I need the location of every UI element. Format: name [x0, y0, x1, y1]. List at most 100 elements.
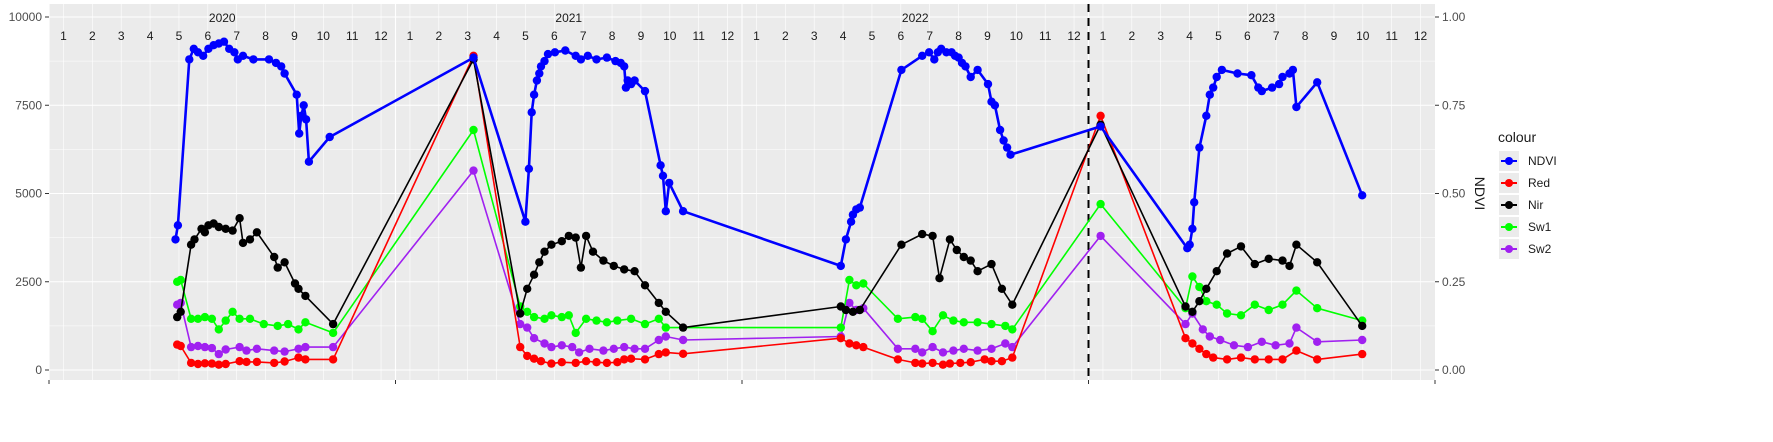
data-point-sw1	[1222, 309, 1232, 318]
data-point-ndvi	[532, 76, 542, 85]
data-point-nir	[897, 240, 906, 249]
data-point-sw2	[1008, 342, 1017, 352]
data-point-sw1	[973, 318, 982, 327]
data-point-ndvi	[550, 48, 560, 57]
data-point-ndvi	[219, 37, 229, 46]
data-point-sw1	[1278, 300, 1287, 309]
data-point-sw2	[1358, 335, 1367, 345]
data-point-ndvi	[966, 72, 975, 82]
data-point-ndvi	[995, 125, 1005, 135]
data-point-nir	[1358, 321, 1367, 331]
data-point-red	[557, 358, 566, 367]
data-point-nir	[599, 256, 608, 265]
data-point-ndvi	[1205, 90, 1215, 99]
data-point-sw2	[987, 344, 996, 353]
month-label: 11	[346, 29, 359, 43]
data-point-red	[852, 341, 861, 350]
data-point-sw1	[1195, 282, 1204, 292]
month-label: 9	[638, 29, 645, 43]
month-label: 5	[869, 29, 876, 43]
data-point-red	[547, 359, 556, 368]
data-point-sw2	[1096, 231, 1105, 241]
data-point-sw1	[235, 314, 244, 323]
data-point-red	[1264, 355, 1273, 364]
month-label: 6	[204, 29, 211, 43]
data-point-sw1	[523, 307, 532, 316]
data-point-sw1	[1292, 286, 1301, 295]
data-point-sw1	[1212, 300, 1221, 309]
month-label: 11	[692, 29, 705, 43]
data-point-red	[678, 349, 688, 358]
data-point-sw2	[1243, 342, 1253, 352]
data-point-sw2	[568, 342, 577, 352]
data-point-sw2	[221, 345, 230, 354]
series-red	[173, 51, 1367, 369]
data-point-nir	[270, 252, 279, 262]
legend-label: Sw2	[1528, 242, 1552, 256]
data-point-ndvi	[665, 178, 674, 188]
data-point-sw2	[557, 341, 566, 350]
y2-axis-title: NDVI	[1472, 177, 1488, 210]
legend-key-point	[1505, 157, 1513, 165]
data-point-sw2	[661, 332, 670, 341]
data-point-sw1	[200, 312, 210, 322]
data-point-nir	[973, 267, 982, 276]
data-point-ndvi	[658, 171, 668, 180]
data-point-red	[654, 349, 663, 359]
data-point-nir	[252, 228, 262, 237]
data-point-nir	[1202, 284, 1211, 293]
data-point-ndvi	[1217, 65, 1227, 75]
data-point-ndvi	[620, 62, 629, 71]
data-point-ndvi	[897, 65, 906, 75]
data-point-ndvi	[1209, 83, 1218, 92]
data-point-sw1	[654, 314, 663, 323]
data-point-red	[602, 358, 612, 368]
data-point-ndvi	[602, 53, 612, 62]
data-point-ndvi	[592, 55, 601, 64]
data-point-ndvi	[918, 51, 927, 60]
data-point-red	[516, 342, 525, 352]
month-label: 6	[897, 29, 904, 43]
data-point-sw2	[911, 344, 920, 353]
data-point-nir	[966, 256, 975, 265]
data-point-sw1	[918, 314, 927, 323]
data-point-red	[893, 355, 903, 364]
data-point-ndvi	[524, 164, 534, 173]
y-tick-label: 2500	[15, 275, 42, 289]
data-point-nir	[245, 235, 255, 244]
data-point-red	[956, 358, 965, 368]
data-point-sw1	[581, 314, 591, 323]
month-label: 4	[147, 29, 154, 43]
data-point-sw2	[540, 339, 549, 348]
data-point-nir	[678, 323, 688, 332]
month-label: 1	[407, 29, 414, 43]
data-point-sw2	[599, 346, 608, 355]
month-label: 12	[1414, 29, 1428, 43]
data-point-sw2	[1001, 339, 1010, 348]
data-point-sw1	[938, 311, 948, 320]
month-label: 6	[551, 29, 558, 43]
data-point-red	[918, 359, 927, 368]
data-point-ndvi	[185, 55, 194, 64]
legend-key-point	[1505, 245, 1513, 253]
data-point-nir	[640, 281, 650, 290]
data-point-sw2	[1313, 337, 1322, 346]
data-point-red	[221, 359, 230, 369]
data-point-sw1	[928, 327, 937, 336]
data-point-nir	[214, 222, 223, 232]
year-label: 2021	[555, 11, 582, 25]
data-point-ndvi	[1195, 143, 1204, 152]
data-point-sw2	[630, 344, 639, 353]
month-label: 5	[522, 29, 529, 43]
month-label: 7	[580, 29, 587, 43]
month-label: 5	[1215, 29, 1222, 43]
legend-label: NDVI	[1528, 154, 1557, 168]
data-point-nir	[529, 270, 539, 279]
data-point-red	[859, 342, 868, 352]
month-label: 11	[1039, 29, 1052, 43]
y2-tick-label: 0.75	[1442, 98, 1466, 112]
data-point-red	[1096, 111, 1105, 121]
data-point-ndvi	[561, 46, 570, 55]
data-point-red	[1008, 353, 1017, 362]
month-label: 2	[89, 29, 96, 43]
